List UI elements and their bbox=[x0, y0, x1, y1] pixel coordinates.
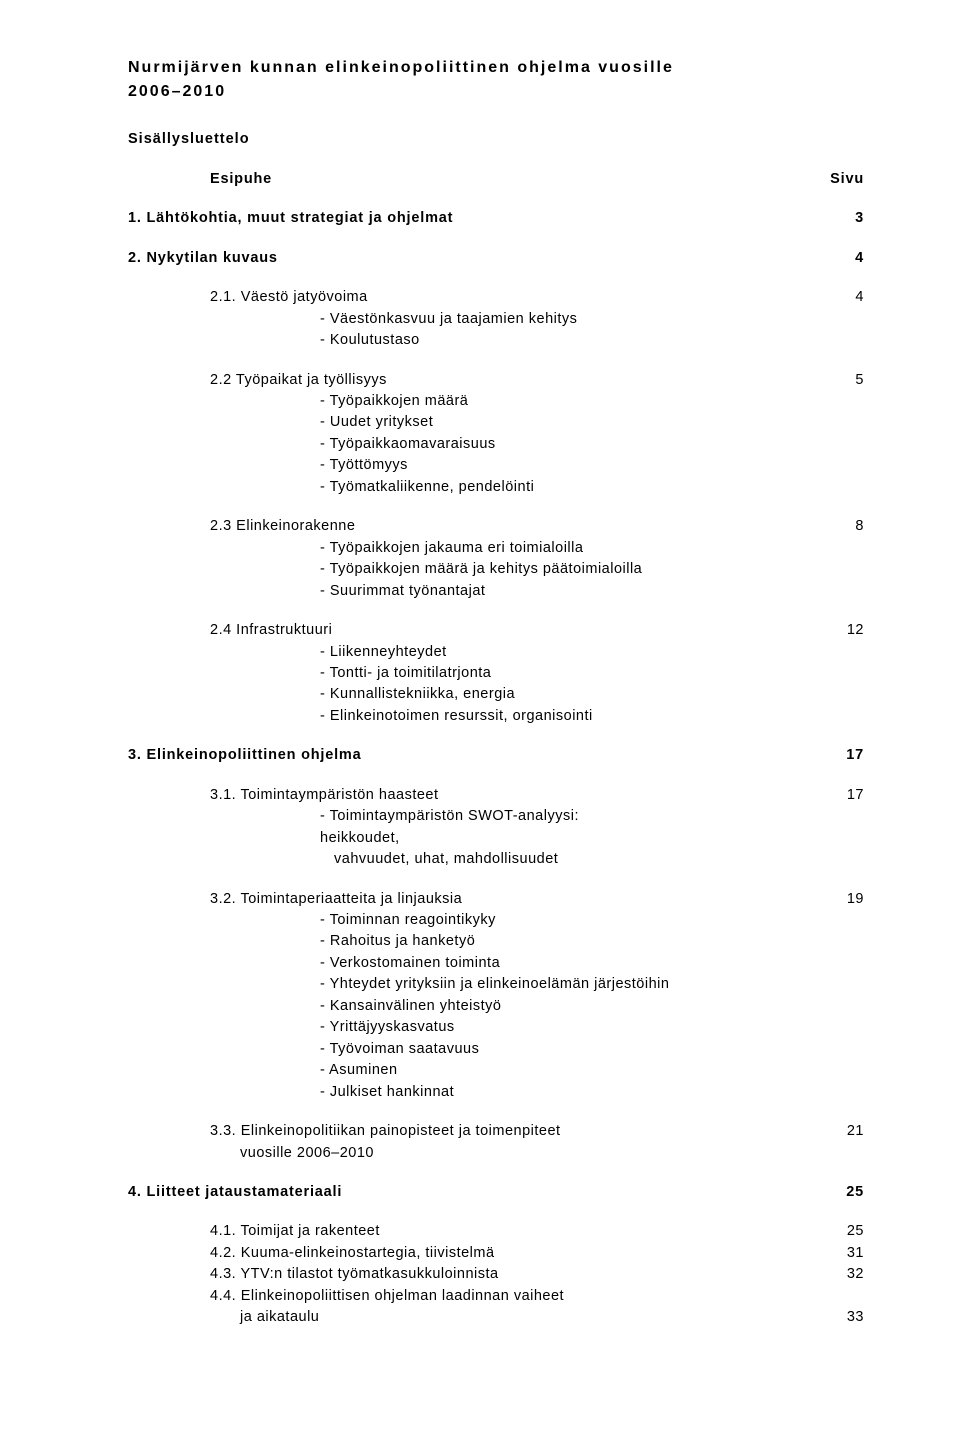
bullet: - Yrittäjyyskasvatus bbox=[210, 1017, 864, 1038]
bullet: - Työpaikkojen jakauma eri toimialoilla bbox=[210, 538, 864, 559]
toc-row: 2.1. Väestö jatyövoima 4 bbox=[210, 287, 864, 308]
section-2-1-page: 4 bbox=[824, 287, 864, 308]
bullet: - Työvoiman saatavuus bbox=[210, 1039, 864, 1060]
toc-section-4-sub: 4.1. Toimijat ja rakenteet 25 4.2. Kuuma… bbox=[128, 1221, 864, 1328]
title-line-1: Nurmijärven kunnan elinkeinopoliittinen … bbox=[128, 59, 674, 76]
bullet: - Uudet yritykset bbox=[210, 412, 864, 433]
bullet: - Verkostomainen toiminta bbox=[210, 953, 864, 974]
toc-row: 4.4. Elinkeinopoliittisen ohjelman laadi… bbox=[210, 1286, 864, 1307]
sivu-label: Sivu bbox=[824, 169, 864, 190]
section-3-2-page: 19 bbox=[824, 889, 864, 910]
section-3-1-label: 3.1. Toimintaympäristön haasteet bbox=[210, 785, 824, 806]
bullet: - Koulutustaso bbox=[210, 330, 864, 351]
section-3-page: 17 bbox=[824, 745, 864, 766]
esipuhe-label: Esipuhe bbox=[210, 169, 824, 190]
bullet: - Työpaikkojen määrä ja kehitys päätoimi… bbox=[210, 559, 864, 580]
bullet: - Työpaikkojen määrä bbox=[210, 391, 864, 412]
bullet: - Kansainvälinen yhteistyö bbox=[210, 996, 864, 1017]
bullet: - Kunnallistekniikka, energia bbox=[210, 684, 864, 705]
toc-section-3-2: 3.2. Toimintaperiaatteita ja linjauksia … bbox=[128, 889, 864, 1104]
section-3-label: 3. Elinkeinopoliittinen ohjelma bbox=[128, 745, 824, 766]
section-4-1-label: 4.1. Toimijat ja rakenteet bbox=[210, 1221, 824, 1242]
section-3-2-label: 3.2. Toimintaperiaatteita ja linjauksia bbox=[210, 889, 824, 910]
bullet: - Yhteydet yrityksiin ja elinkeinoelämän… bbox=[210, 974, 864, 995]
section-2-page: 4 bbox=[824, 248, 864, 269]
bullet: - Väestönkasvuu ja taajamien kehitys bbox=[210, 309, 864, 330]
section-4-2-label: 4.2. Kuuma-elinkeinostartegia, tiivistel… bbox=[210, 1243, 824, 1264]
section-3-1-page: 17 bbox=[824, 785, 864, 806]
section-4-4-label-b: ja aikataulu bbox=[210, 1307, 824, 1328]
toc-section-2-3: 2.3 Elinkeinorakenne 8 - Työpaikkojen ja… bbox=[128, 516, 864, 602]
document-page: Nurmijärven kunnan elinkeinopoliittinen … bbox=[0, 0, 960, 1440]
section-2-label: 2. Nykytilan kuvaus bbox=[128, 248, 824, 269]
bullet: - Asuminen bbox=[210, 1060, 864, 1081]
section-2-2-label: 2.2 Työpaikat ja työllisyys bbox=[210, 370, 824, 391]
section-2-3-label: 2.3 Elinkeinorakenne bbox=[210, 516, 824, 537]
toc-row: ja aikataulu 33 bbox=[210, 1307, 864, 1328]
section-1-page: 3 bbox=[824, 208, 864, 229]
section-4-label: 4. Liitteet jataustamateriaali bbox=[128, 1182, 824, 1203]
toc-section-3-3: 3.3. Elinkeinopolitiikan painopisteet ja… bbox=[128, 1121, 864, 1164]
section-2-3-page: 8 bbox=[824, 516, 864, 537]
section-1-label: 1. Lähtökohtia, muut strategiat ja ohjel… bbox=[128, 208, 824, 229]
toc-row: 2.2 Työpaikat ja työllisyys 5 bbox=[210, 370, 864, 391]
section-4-1-page: 25 bbox=[824, 1221, 864, 1242]
toc-section-3: 3. Elinkeinopoliittinen ohjelma 17 bbox=[128, 745, 864, 766]
bullet: - Suurimmat työnantajat bbox=[210, 581, 864, 602]
toc-section-2-2: 2.2 Työpaikat ja työllisyys 5 - Työpaikk… bbox=[128, 370, 864, 499]
toc-row: 4.3. YTV:n tilastot työmatkasukkuloinnis… bbox=[210, 1264, 864, 1285]
toc-section-2-1: 2.1. Väestö jatyövoima 4 - Väestönkasvuu… bbox=[128, 287, 864, 351]
section-2-2-page: 5 bbox=[824, 370, 864, 391]
document-title: Nurmijärven kunnan elinkeinopoliittinen … bbox=[128, 56, 864, 103]
section-2-1-label: 2.1. Väestö jatyövoima bbox=[210, 287, 824, 308]
section-2-4-page: 12 bbox=[824, 620, 864, 641]
toc-section-2-4: 2.4 Infrastruktuuri 12 - Liikenneyhteyde… bbox=[128, 620, 864, 727]
bullet: - Toimintaympäristön SWOT-analyysi: heik… bbox=[210, 806, 864, 849]
bullet: - Liikenneyhteydet bbox=[210, 642, 864, 663]
section-4-3-label: 4.3. YTV:n tilastot työmatkasukkuloinnis… bbox=[210, 1264, 824, 1285]
toc-heading: Sisällysluettelo bbox=[128, 129, 864, 150]
bullet: - Työmatkaliikenne, pendelöinti bbox=[210, 477, 864, 498]
toc-section-4: 4. Liitteet jataustamateriaali 25 bbox=[128, 1182, 864, 1203]
bullet: - Rahoitus ja hanketyö bbox=[210, 931, 864, 952]
toc-row: 2.4 Infrastruktuuri 12 bbox=[210, 620, 864, 641]
section-4-2-page: 31 bbox=[824, 1243, 864, 1264]
section-4-4-page: 33 bbox=[824, 1307, 864, 1328]
toc-section-1: 1. Lähtökohtia, muut strategiat ja ohjel… bbox=[128, 208, 864, 229]
bullet: - Työttömyys bbox=[210, 455, 864, 476]
toc-header-row: Esipuhe Sivu bbox=[128, 169, 864, 190]
section-3-3-label-a: 3.3. Elinkeinopolitiikan painopisteet ja… bbox=[210, 1121, 824, 1142]
toc-section-3-1: 3.1. Toimintaympäristön haasteet 17 - To… bbox=[128, 785, 864, 871]
toc-row: 3.3. Elinkeinopolitiikan painopisteet ja… bbox=[210, 1121, 864, 1142]
bullet: - Tontti- ja toimitilatrjonta bbox=[210, 663, 864, 684]
bullet: - Elinkeinotoimen resurssit, organisoint… bbox=[210, 706, 864, 727]
toc-row: 3.2. Toimintaperiaatteita ja linjauksia … bbox=[210, 889, 864, 910]
bullet: - Työpaikkaomavaraisuus bbox=[210, 434, 864, 455]
bullet-cont: vahvuudet, uhat, mahdollisuudet bbox=[210, 849, 864, 870]
toc-row: 2.3 Elinkeinorakenne 8 bbox=[210, 516, 864, 537]
bullet: - Julkiset hankinnat bbox=[210, 1082, 864, 1103]
toc-row: 4.1. Toimijat ja rakenteet 25 bbox=[210, 1221, 864, 1242]
section-2-4-label: 2.4 Infrastruktuuri bbox=[210, 620, 824, 641]
title-line-2: 2006–2010 bbox=[128, 83, 226, 100]
toc-row: 3.1. Toimintaympäristön haasteet 17 bbox=[210, 785, 864, 806]
section-3-3-label-b: vuosille 2006–2010 bbox=[210, 1143, 864, 1164]
section-3-3-page: 21 bbox=[824, 1121, 864, 1142]
section-4-4-label-a: 4.4. Elinkeinopoliittisen ohjelman laadi… bbox=[210, 1286, 824, 1307]
section-4-3-page: 32 bbox=[824, 1264, 864, 1285]
toc-row: 4.2. Kuuma-elinkeinostartegia, tiivistel… bbox=[210, 1243, 864, 1264]
bullet: - Toiminnan reagointikyky bbox=[210, 910, 864, 931]
section-4-page: 25 bbox=[824, 1182, 864, 1203]
toc-section-2: 2. Nykytilan kuvaus 4 bbox=[128, 248, 864, 269]
